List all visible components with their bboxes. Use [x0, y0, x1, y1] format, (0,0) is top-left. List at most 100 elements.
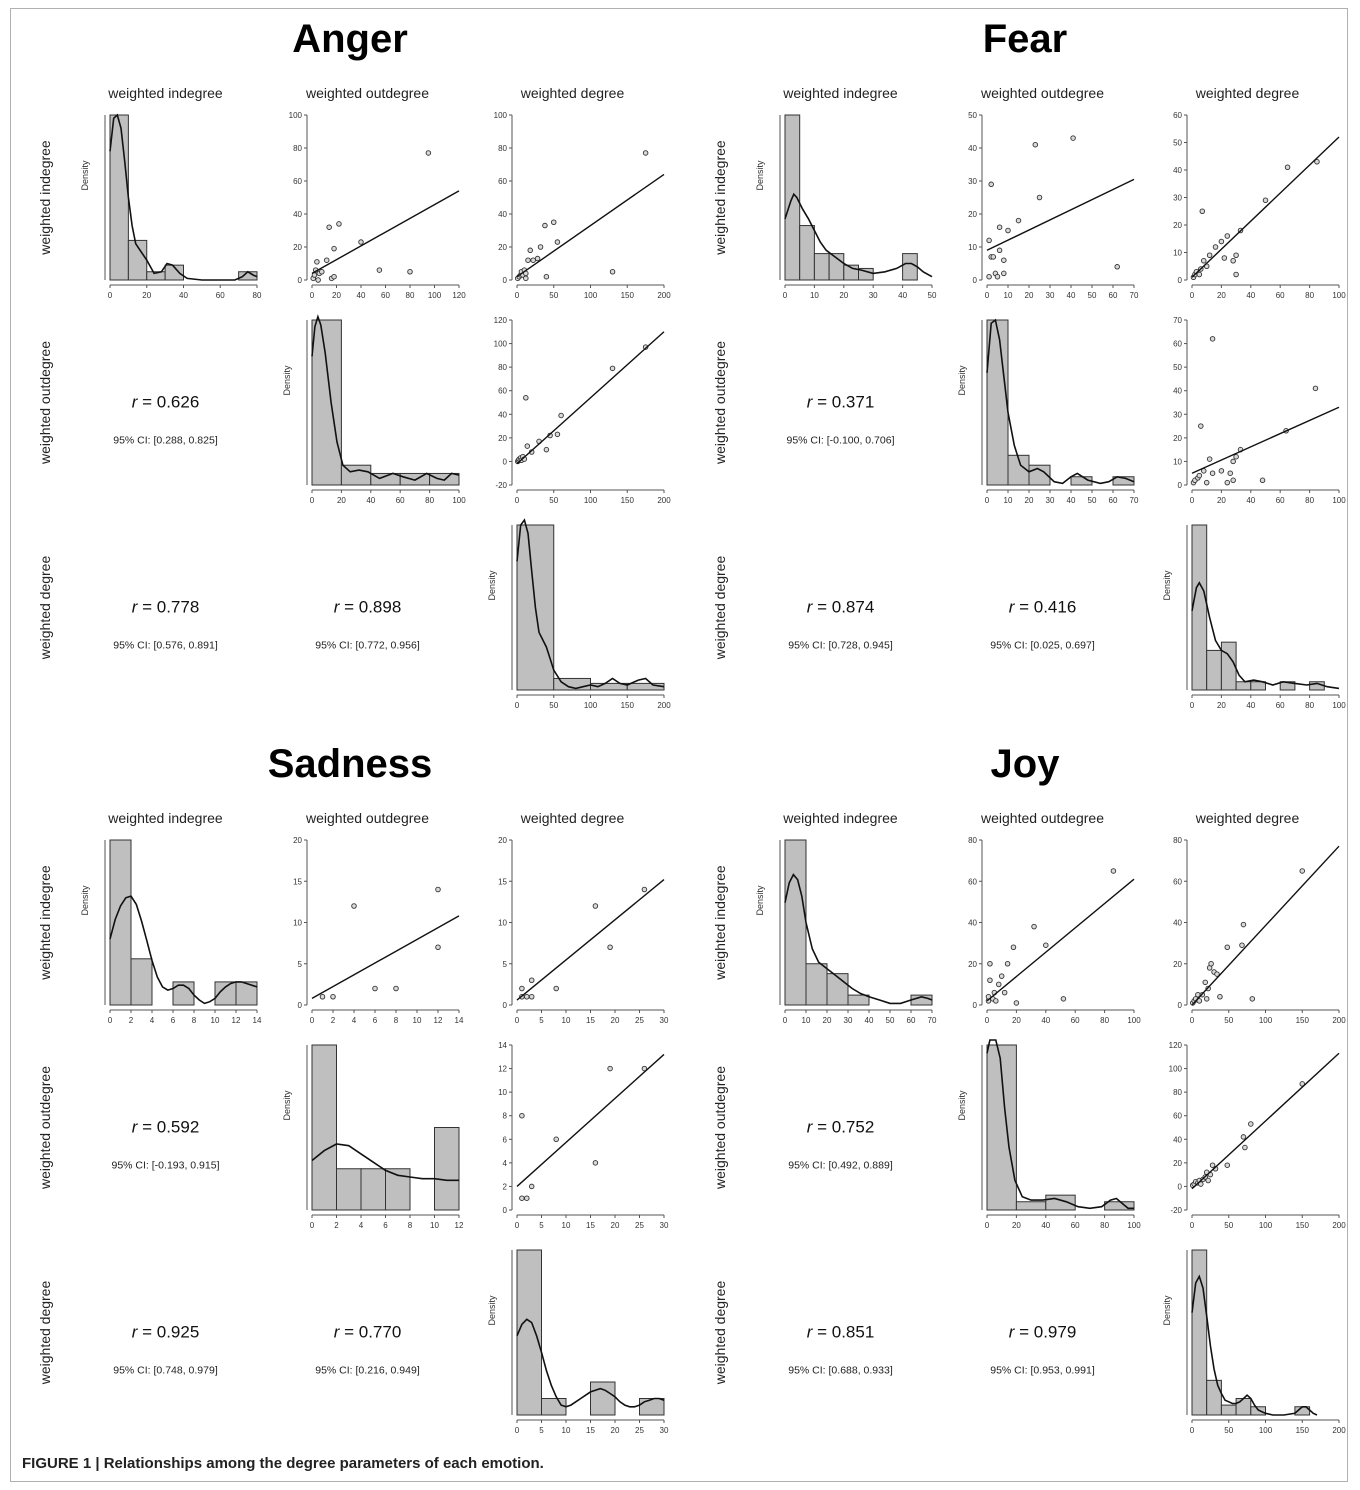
histogram-bar: [311, 1044, 337, 1211]
x-tick-label: 0: [1190, 496, 1195, 505]
y-tick-label: 40: [968, 919, 977, 928]
regression-line: [1191, 406, 1340, 474]
r-value: = 0.778: [137, 598, 199, 617]
x-tick-label: 2: [129, 1016, 134, 1025]
y-tick-label: 0: [1178, 276, 1183, 285]
x-tick-label: 20: [611, 1221, 620, 1230]
scatter-point: [315, 277, 321, 283]
x-tick-label: 80: [1100, 1016, 1109, 1025]
scatter-point: [435, 944, 441, 951]
histogram-bar: [826, 973, 849, 1006]
scatter-point: [558, 412, 564, 419]
x-tick-label: 14: [253, 1016, 262, 1025]
scatter-point: [554, 431, 561, 438]
x-tick-label: 0: [515, 1016, 520, 1025]
x-tick-label: 150: [1296, 1016, 1310, 1025]
histogram-bar: [235, 981, 258, 1006]
scatter-point: [987, 977, 993, 984]
x-tick-label: 30: [660, 1221, 669, 1230]
x-tick-label: 100: [1332, 496, 1346, 505]
scatter-point: [1240, 921, 1247, 928]
row-label: weighted degree: [37, 1281, 53, 1386]
density-histogram: 0 2 4 6 8 10 12 Density: [282, 1044, 464, 1230]
density-histogram: 0 10 20 30 40 50 Density: [755, 114, 937, 300]
scatter-point: [1233, 252, 1239, 258]
x-tick-label: 200: [657, 496, 671, 505]
scatter-plot: 0 10 20 30 40 50 0 10 20 30 40 50 60 70: [968, 111, 1139, 300]
scatter-point: [1209, 1162, 1216, 1168]
regression-line: [986, 178, 1135, 251]
y-tick-label: 10: [498, 919, 507, 928]
r-symbol: r: [1009, 598, 1016, 617]
x-tick-label: 5: [539, 1016, 544, 1025]
scatter-point: [542, 222, 548, 229]
density-histogram: 0 20 40 60 80 100 Density: [957, 1039, 1141, 1230]
scatter-point: [1015, 217, 1022, 224]
scatter-point: [1212, 244, 1219, 250]
y-tick-label: 30: [968, 177, 977, 186]
y-tick-label: 40: [1173, 1135, 1182, 1144]
scatter-point: [1233, 453, 1239, 460]
y-tick-label: 60: [293, 177, 302, 186]
x-tick-label: 0: [108, 1016, 113, 1025]
confidence-interval: 95% CI: [0.772, 0.956]: [315, 640, 420, 652]
scatter-point: [519, 985, 525, 992]
correlation-value: r = 0.851: [807, 1323, 875, 1342]
regression-line: [516, 173, 665, 278]
correlation-value: r = 0.416: [1009, 598, 1077, 617]
density-histogram: 0 10 20 30 40 50 60 70 Density: [755, 839, 937, 1025]
row-label: weighted outdegree: [37, 341, 53, 465]
y-tick-label: 14: [498, 1041, 507, 1050]
x-tick-label: 30: [844, 1016, 853, 1025]
x-tick-label: 100: [584, 496, 598, 505]
panel-title: Sadness: [268, 742, 433, 786]
x-tick-label: 100: [1259, 1426, 1273, 1435]
density-curve: [311, 314, 460, 481]
r-value: = 0.925: [137, 1323, 199, 1342]
y-tick-label: 6: [503, 1135, 508, 1144]
confidence-interval: 95% CI: [0.748, 0.979]: [113, 1365, 218, 1377]
scatter-point: [1312, 385, 1319, 392]
scatter-plot: 0 20 40 60 80 100 0 50 100 150 200: [494, 111, 672, 300]
r-symbol: r: [132, 393, 139, 412]
x-tick-label: 150: [621, 496, 635, 505]
y-tick-label: 50: [1173, 139, 1182, 148]
scatter-point: [519, 1112, 525, 1119]
density-curve: [516, 518, 665, 690]
x-tick-label: 20: [1025, 291, 1034, 300]
regression-line: [986, 878, 1135, 1002]
column-label: weighted degree: [1195, 85, 1300, 101]
histogram-bar: [1220, 641, 1237, 691]
x-tick-label: 20: [611, 1426, 620, 1435]
x-tick-label: 12: [434, 1016, 443, 1025]
scatter-point: [524, 1195, 530, 1201]
density-curve: [784, 192, 933, 278]
density-label: Density: [487, 570, 497, 601]
scatter-point: [519, 1195, 525, 1201]
y-tick-label: 10: [498, 1088, 507, 1097]
y-tick-label: -20: [495, 481, 507, 490]
scatter-point: [336, 221, 342, 227]
scatter-point: [1230, 477, 1236, 484]
scatter-point: [993, 998, 999, 1004]
x-tick-label: 40: [898, 291, 907, 300]
scatter-point: [1114, 264, 1120, 270]
histogram-bar: [799, 225, 815, 281]
correlation-value: r = 0.752: [807, 1118, 875, 1137]
x-tick-label: 20: [1217, 291, 1226, 300]
x-tick-label: 100: [1259, 1016, 1273, 1025]
scatter-point: [553, 1136, 559, 1143]
density-curve: [109, 113, 258, 281]
x-tick-label: 0: [515, 701, 520, 710]
correlation-cell: r = 0.874 95% CI: [0.728, 0.945]: [788, 598, 893, 652]
x-tick-label: 0: [1190, 1221, 1195, 1230]
column-label: weighted indegree: [782, 810, 898, 826]
y-tick-label: 60: [498, 387, 507, 396]
x-tick-label: 100: [452, 496, 466, 505]
confidence-interval: 95% CI: [-0.100, 0.706]: [787, 435, 895, 447]
scatter-point: [553, 985, 559, 992]
row-label: weighted outdegree: [712, 1066, 728, 1190]
scatter-point: [986, 237, 992, 244]
density-label: Density: [755, 885, 765, 916]
scatter-point: [1224, 944, 1231, 951]
